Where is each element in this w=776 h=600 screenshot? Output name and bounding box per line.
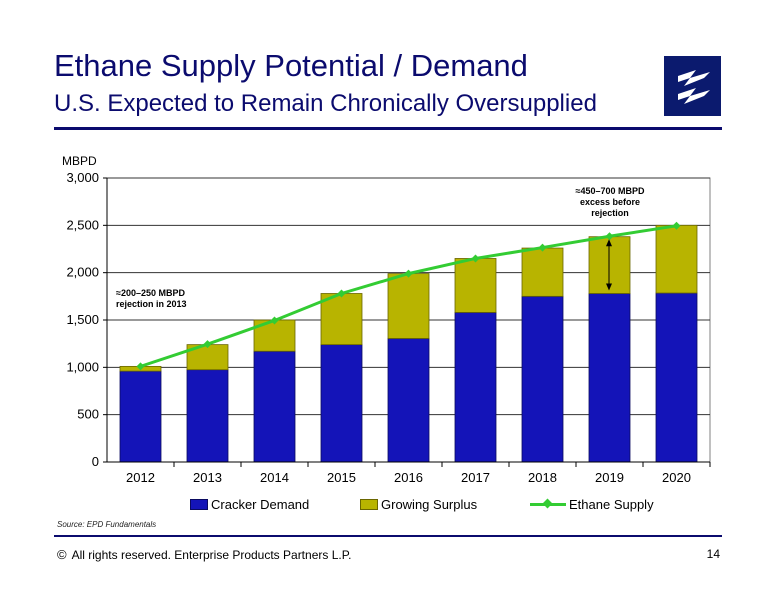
title-divider [54, 127, 722, 130]
bar-cracker-demand [320, 344, 363, 463]
x-tick-label: 2015 [327, 470, 356, 485]
bar-growing-surplus [655, 224, 698, 294]
copyright-icon: © [57, 547, 67, 562]
legend-item-growing-surplus: Growing Surplus [360, 495, 477, 513]
x-tick-label: 2019 [595, 470, 624, 485]
lightning-icon [678, 70, 710, 104]
ethane-supply-point [337, 289, 346, 298]
legend-swatch-olive [360, 498, 378, 510]
x-tick-label: 2018 [528, 470, 557, 485]
annotation-excess: ≈450–700 MBPD excess before rejection [575, 186, 645, 218]
y-tick-label: 2,000 [66, 265, 99, 280]
company-logo [664, 56, 721, 116]
legend-label: Ethane Supply [569, 496, 654, 512]
legend-item-cracker-demand: Cracker Demand [190, 495, 309, 513]
bar-growing-surplus [387, 273, 430, 339]
page-subtitle: U.S. Expected to Remain Chronically Over… [54, 90, 597, 117]
ethane-supply-point [203, 340, 212, 349]
annotation-rejection-2013: ≈200–250 MBPD rejection in 2013 [116, 288, 187, 309]
legend-swatch-line [530, 498, 566, 510]
page-title: Ethane Supply Potential / Demand [54, 48, 528, 83]
y-tick-label: 0 [92, 454, 99, 469]
ethane-supply-point [538, 243, 547, 252]
excess-arrow-head-up [606, 239, 612, 247]
legend-item-ethane-supply: Ethane Supply [530, 495, 654, 513]
x-tick-label: 2016 [394, 470, 423, 485]
footer-divider [54, 535, 722, 537]
legend-label: Growing Surplus [381, 496, 478, 512]
x-tick-label: 2017 [461, 470, 490, 485]
ethane-supply-point [136, 362, 145, 371]
bar-growing-surplus [454, 258, 497, 313]
excess-arrow-head-down [606, 283, 612, 291]
bar-cracker-demand [186, 369, 229, 463]
ethane-supply-point [471, 254, 480, 263]
legend-label: Cracker Demand [211, 496, 310, 512]
x-tick-label: 2012 [126, 470, 155, 485]
y-axis-label: MBPD [62, 154, 97, 168]
x-tick-label: 2013 [193, 470, 222, 485]
legend-swatch-blue [190, 498, 208, 510]
footer-label: All rights reserved. Enterprise Products… [71, 548, 352, 562]
bar-cracker-demand [119, 370, 162, 463]
y-tick-label: 3,000 [66, 170, 99, 185]
page-number: 14 [706, 547, 720, 561]
x-tick-label: 2020 [662, 470, 691, 485]
footer-text: © All rights reserved. Enterprise Product… [57, 547, 352, 562]
y-tick-label: 1,500 [66, 312, 99, 327]
bar-cracker-demand [253, 350, 296, 463]
bar-growing-surplus [320, 293, 363, 346]
ethane-supply-point [605, 232, 614, 241]
ethane-supply-point [672, 221, 681, 230]
y-tick-label: 2,500 [66, 217, 99, 232]
y-tick-label: 1,000 [66, 359, 99, 374]
ethane-supply-point [270, 316, 279, 325]
bar-cracker-demand [655, 292, 698, 463]
source-note: Source: EPD Fundamentals [57, 520, 157, 529]
bar-cracker-demand [454, 312, 497, 463]
ethane-supply-point [404, 269, 413, 278]
bar-cracker-demand [387, 338, 430, 463]
bar-growing-surplus [521, 247, 564, 297]
x-tick-label: 2014 [260, 470, 289, 485]
y-tick-label: 500 [77, 407, 99, 422]
bar-cracker-demand [521, 295, 564, 463]
bar-cracker-demand [588, 293, 631, 463]
